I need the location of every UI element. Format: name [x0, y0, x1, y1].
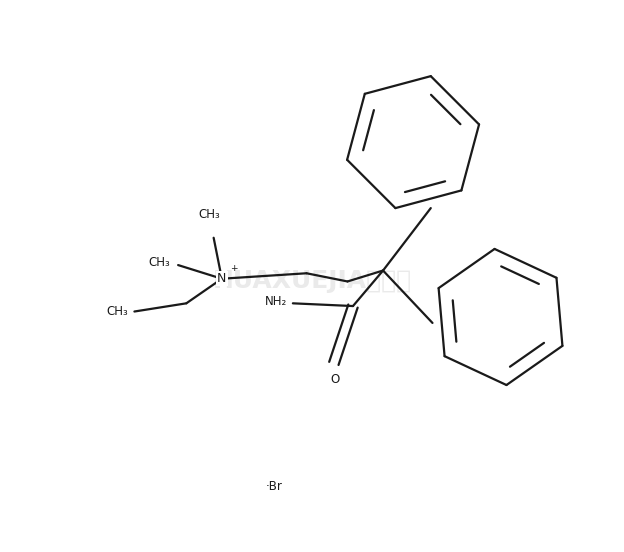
Text: O: O	[330, 373, 339, 386]
Text: CH₃: CH₃	[198, 208, 220, 221]
Text: CH₃: CH₃	[106, 305, 128, 318]
Text: HUAXUEJIA化学加: HUAXUEJIA化学加	[212, 269, 412, 294]
Text: ·Br: ·Br	[265, 480, 282, 493]
Text: NH₂: NH₂	[265, 295, 288, 308]
Text: N: N	[217, 272, 227, 285]
Text: CH₃: CH₃	[148, 256, 170, 269]
Text: +: +	[230, 264, 238, 273]
